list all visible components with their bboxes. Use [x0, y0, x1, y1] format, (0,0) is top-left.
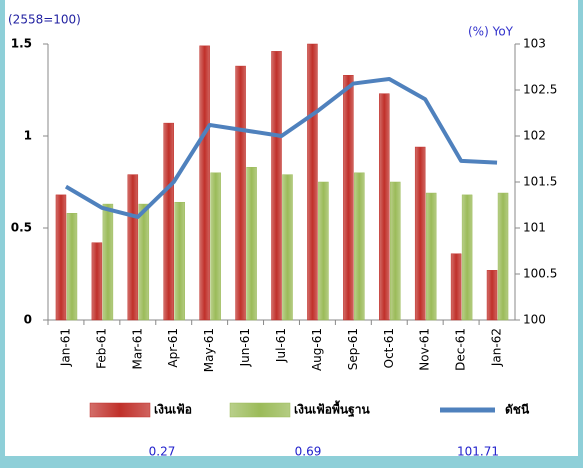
- bar: [461, 194, 473, 321]
- latest-value: 0.69: [295, 445, 322, 459]
- y-tick-label: 1: [24, 129, 32, 143]
- y2-tick-label: 101: [523, 221, 546, 235]
- legend-label: เงินเฟ้อพื้นฐาน: [294, 400, 370, 418]
- bar: [174, 201, 185, 321]
- x-tick-label: Feb-61: [94, 328, 108, 369]
- bar: [390, 181, 401, 321]
- bar: [450, 253, 462, 321]
- bar: [379, 93, 390, 321]
- y-tick-label: 1.5: [11, 37, 32, 51]
- legend-label: เงินเฟ้อ: [154, 403, 192, 417]
- x-tick-label: Jun-61: [238, 328, 252, 367]
- latest-value: 101.71: [457, 445, 499, 459]
- x-tick-label: Nov-61: [418, 328, 432, 371]
- x-tick-label: Sep-61: [346, 328, 360, 370]
- y-tick-label: 0.5: [11, 221, 32, 235]
- bar: [486, 270, 498, 321]
- legend-label: ดัชนี: [505, 403, 530, 417]
- bar: [102, 203, 114, 321]
- x-tick-label: Jan-62: [490, 328, 504, 367]
- x-tick-label: Dec-61: [454, 328, 468, 371]
- y2-tick-label: 101.5: [523, 175, 557, 189]
- legend-swatch: [229, 402, 291, 418]
- bar: [343, 75, 354, 321]
- x-tick-label: Mar-61: [130, 328, 144, 369]
- y2-tick-label: 103: [523, 37, 546, 51]
- bar: [199, 45, 210, 321]
- bar: [66, 213, 78, 321]
- bar: [282, 174, 293, 321]
- x-tick-label: Jan-61: [58, 328, 72, 367]
- x-tick-label: May-61: [202, 328, 216, 372]
- x-tick-label: Aug-61: [310, 328, 324, 371]
- latest-value: 0.27: [149, 445, 176, 459]
- x-tick-label: Apr-61: [166, 328, 180, 368]
- bar: [138, 203, 150, 321]
- x-tick-label: Oct-61: [382, 328, 396, 368]
- y2-tick-label: 100.5: [523, 267, 557, 281]
- bar: [497, 192, 509, 321]
- y-tick-label: 0: [24, 313, 32, 327]
- bar: [163, 122, 174, 321]
- y2-tick-label: 102.5: [523, 83, 557, 97]
- bar: [307, 43, 318, 321]
- bar: [318, 181, 329, 321]
- bar: [91, 242, 103, 321]
- bar: [271, 51, 282, 321]
- y2-tick-label: 100: [523, 313, 546, 327]
- legend-swatch: [89, 402, 151, 418]
- x-tick-label: Jul-61: [274, 328, 288, 363]
- bar: [235, 65, 246, 321]
- y-axis-label: (2558=100): [8, 13, 81, 27]
- bar: [246, 167, 257, 321]
- bar: [354, 172, 365, 321]
- bar: [210, 172, 221, 321]
- bar: [425, 192, 437, 321]
- y2-axis-label: (%) YoY: [468, 25, 514, 39]
- bar: [414, 146, 426, 321]
- line: [64, 76, 498, 219]
- bar: [55, 194, 67, 321]
- bar: [127, 174, 139, 321]
- y2-tick-label: 102: [523, 129, 546, 143]
